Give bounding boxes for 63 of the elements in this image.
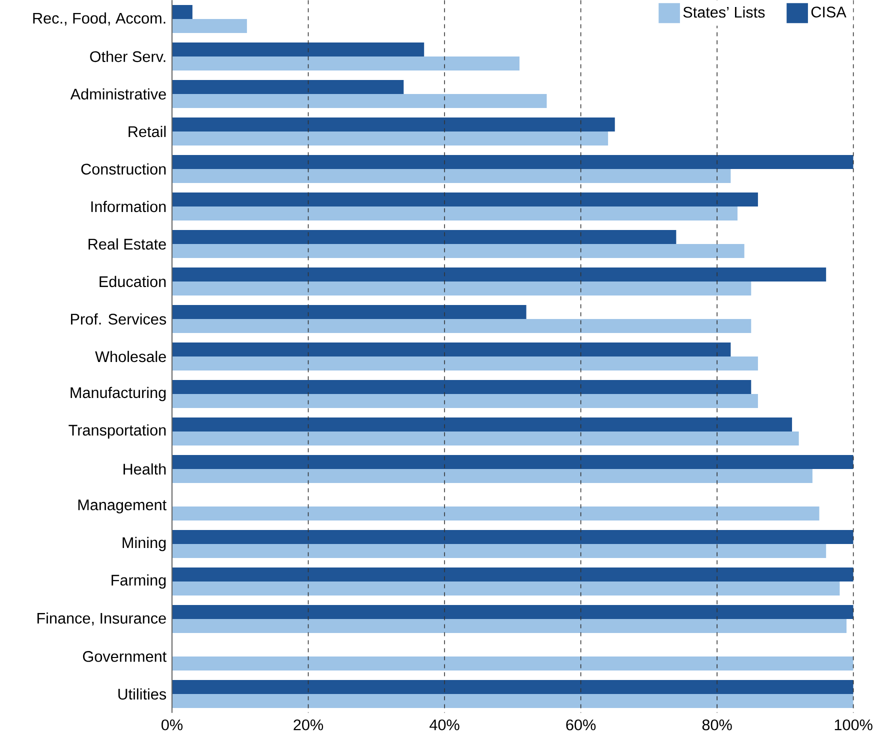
y-tick-label: Government: [83, 651, 166, 662]
bar: [172, 18, 247, 33]
bar: [172, 680, 854, 694]
x-tick-label: 0%: [162, 719, 183, 730]
y-tick-label: Mining: [122, 536, 166, 552]
bar: [172, 131, 608, 146]
bar: [172, 694, 854, 708]
bar: [172, 244, 744, 258]
y-tick-label: Education: [100, 276, 166, 288]
y-tick-label: Real Estate: [88, 238, 166, 250]
y-tick-label: Farming: [112, 574, 166, 589]
bar: [172, 94, 547, 108]
bar: [172, 356, 758, 370]
y-tick-label: Retail: [128, 126, 166, 138]
bar: [172, 581, 840, 596]
bar: [172, 468, 812, 483]
bar: [172, 567, 854, 582]
bar: [172, 281, 752, 296]
y-tick-label: Rec., Food, Accom.: [33, 12, 166, 26]
bar: [172, 56, 520, 70]
x-tick-label: 60%: [566, 719, 596, 730]
y-tick-label: Health: [124, 463, 166, 475]
bar: [172, 380, 752, 394]
x-tick-label: 20%: [294, 719, 324, 730]
x-tick-label: 80%: [702, 719, 732, 730]
y-tick-label: Finance, Insurance: [37, 612, 166, 626]
bar: [172, 42, 424, 56]
y-tick-label: Construction: [81, 163, 166, 175]
bar: [172, 318, 752, 333]
bar: [172, 506, 820, 520]
bar: [172, 154, 854, 169]
bar: [172, 117, 615, 132]
bar: [172, 604, 854, 619]
bar: [172, 454, 854, 469]
x-tick-label: 100%: [834, 719, 872, 730]
bar: [172, 230, 676, 244]
y-tick-label: Other Serv.: [90, 50, 166, 62]
y-tick-label: Manufacturing: [70, 386, 166, 402]
y-tick-label: Transportation: [68, 424, 166, 439]
bar: [172, 656, 854, 670]
bar: [172, 192, 758, 206]
y-tick-label: Management: [78, 500, 166, 514]
bar: [172, 431, 799, 446]
bar: [172, 80, 404, 94]
bar: [172, 417, 792, 432]
bar: [172, 206, 738, 220]
legend-label: States’ Lists: [683, 6, 765, 18]
bar: [172, 267, 826, 282]
y-tick-label: Wholesale: [95, 350, 166, 362]
bar: [172, 544, 826, 558]
y-tick-label: Utilities: [118, 688, 166, 700]
y-tick-label: Prof. Services: [71, 313, 166, 325]
x-tick-label: 40%: [430, 719, 460, 730]
bar: [172, 618, 847, 633]
bar: [172, 304, 526, 319]
y-tick-label: Information: [91, 200, 166, 212]
bar: [172, 342, 731, 356]
bar: [172, 394, 758, 408]
bar: [172, 4, 192, 19]
legend-label: CISA: [811, 6, 846, 18]
bar: [172, 530, 854, 544]
y-tick-label: Administrative: [70, 88, 166, 100]
bar: [172, 168, 731, 183]
